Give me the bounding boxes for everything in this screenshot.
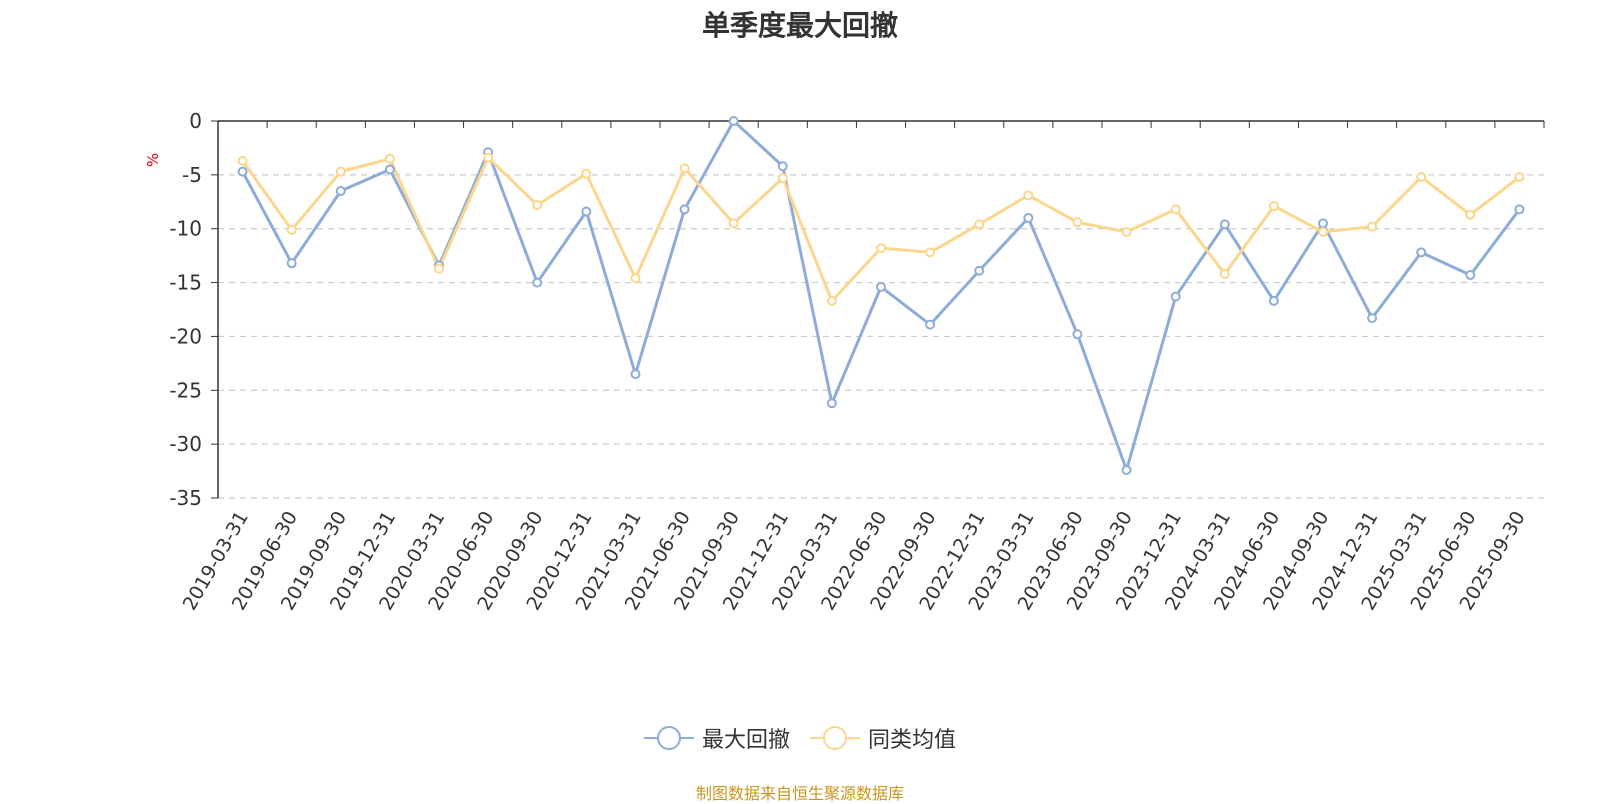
data-point-0[interactable]	[777, 161, 788, 172]
y-tick-label: 0	[189, 109, 202, 133]
data-point-1[interactable]	[1170, 204, 1181, 215]
data-point-0[interactable]	[1514, 204, 1525, 215]
data-point-0[interactable]	[335, 186, 346, 197]
data-point-1[interactable]	[581, 168, 592, 179]
series-line-0	[241, 119, 1521, 472]
data-point-0[interactable]	[679, 204, 690, 215]
data-point-1[interactable]	[1268, 201, 1279, 212]
data-point-1[interactable]	[1219, 268, 1230, 279]
legend-label-peer-average: 同类均值	[868, 728, 957, 753]
data-point-0[interactable]	[237, 166, 248, 177]
data-point-0[interactable]	[1465, 270, 1476, 281]
data-point-1[interactable]	[1465, 209, 1476, 220]
data-point-1[interactable]	[1023, 190, 1034, 201]
data-point-0[interactable]	[1318, 218, 1328, 229]
data-point-0[interactable]	[1268, 295, 1279, 306]
legend-swatch-peer-average	[810, 725, 860, 751]
data-point-1[interactable]	[286, 224, 297, 235]
data-point-1[interactable]	[335, 166, 346, 177]
data-point-1[interactable]	[974, 219, 985, 230]
line-chart: 0-5-10-15-20-25-30-352019-03-312019-06-3…	[144, 109, 1545, 614]
y-axis-unit: %	[144, 153, 162, 167]
data-point-0[interactable]	[826, 398, 837, 409]
data-point-0[interactable]	[286, 258, 297, 269]
data-point-1[interactable]	[1416, 172, 1427, 183]
data-point-1[interactable]	[876, 243, 886, 254]
data-point-1[interactable]	[483, 152, 494, 163]
data-point-1[interactable]	[728, 218, 739, 229]
source-note: 制图数据来自恒生聚源数据库	[695, 784, 904, 803]
legend: 最大回撤 同类均值	[0, 722, 1600, 754]
data-point-0[interactable]	[1170, 291, 1181, 302]
data-point-1[interactable]	[532, 200, 543, 211]
data-point-0[interactable]	[1121, 464, 1132, 475]
data-point-0[interactable]	[974, 265, 985, 276]
data-point-1[interactable]	[630, 273, 641, 284]
axes: 0-5-10-15-20-25-30-352019-03-312019-06-3…	[169, 109, 1545, 614]
y-tick-label: -30	[169, 432, 202, 456]
data-point-1[interactable]	[384, 153, 395, 164]
data-point-0[interactable]	[581, 206, 592, 217]
data-point-0[interactable]	[728, 116, 739, 126]
data-point-0[interactable]	[630, 369, 641, 380]
data-point-0[interactable]	[1416, 247, 1427, 258]
data-point-1[interactable]	[237, 155, 248, 166]
y-tick-label: -35	[169, 486, 202, 510]
data-point-0[interactable]	[384, 164, 395, 175]
data-point-1[interactable]	[1121, 226, 1132, 237]
data-point-0[interactable]	[925, 319, 936, 330]
legend-swatch-max-drawdown	[643, 725, 694, 751]
data-point-0[interactable]	[876, 281, 886, 292]
y-tick-label: -25	[169, 378, 202, 402]
data-point-0[interactable]	[532, 277, 543, 288]
data-point-0[interactable]	[1023, 212, 1034, 223]
y-tick-label: -15	[169, 271, 202, 295]
data-point-0[interactable]	[1367, 313, 1378, 324]
data-point-1[interactable]	[434, 263, 444, 274]
data-point-1[interactable]	[777, 173, 788, 184]
chart-title: 单季度最大回撤	[701, 9, 898, 42]
legend-item-peer-average[interactable]: 同类均值	[810, 722, 956, 754]
data-point-1[interactable]	[1514, 172, 1525, 183]
y-tick-label: -10	[169, 217, 202, 241]
data-point-0[interactable]	[1072, 329, 1083, 340]
legend-item-max-drawdown[interactable]: 最大回撤	[643, 722, 790, 754]
legend-label-max-drawdown: 最大回撤	[701, 728, 790, 753]
y-tick-label: -20	[169, 324, 202, 348]
data-point-1[interactable]	[925, 247, 936, 258]
data-point-1[interactable]	[1072, 217, 1083, 228]
data-point-1[interactable]	[679, 163, 690, 174]
data-point-1[interactable]	[826, 295, 837, 306]
data-point-1[interactable]	[1367, 221, 1378, 232]
data-point-1[interactable]	[1318, 226, 1328, 237]
data-point-0[interactable]	[1219, 219, 1230, 230]
series-layer	[237, 116, 1525, 475]
y-tick-label: -5	[182, 163, 202, 187]
